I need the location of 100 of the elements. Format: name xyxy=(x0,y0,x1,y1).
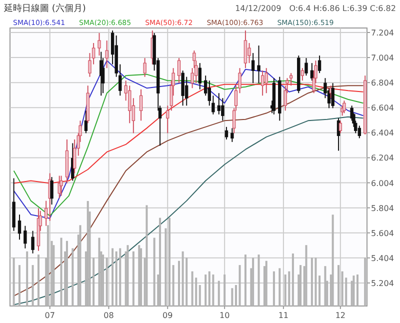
candlestick xyxy=(260,70,264,96)
bar xyxy=(288,271,290,306)
y-tick-label: 6.004 xyxy=(371,178,394,188)
bar xyxy=(79,225,82,306)
bar xyxy=(52,245,55,306)
bar xyxy=(352,276,355,306)
candlestick xyxy=(338,120,342,134)
line-series xyxy=(13,116,364,306)
candlestick xyxy=(143,58,146,78)
candlestick xyxy=(251,52,255,84)
bar xyxy=(244,254,246,306)
bar xyxy=(278,268,281,306)
bar xyxy=(238,265,241,306)
bar xyxy=(12,258,15,306)
bar xyxy=(314,258,317,306)
candlestick xyxy=(310,62,314,82)
candlestick xyxy=(257,45,260,84)
bar xyxy=(284,274,286,306)
bar xyxy=(159,218,162,306)
bar xyxy=(102,254,104,306)
bar xyxy=(191,271,194,306)
bar xyxy=(140,248,142,306)
bar xyxy=(132,251,134,306)
candlestick xyxy=(318,55,322,74)
bar xyxy=(258,254,260,306)
x-tick-label: 11 xyxy=(278,311,289,320)
bar xyxy=(234,285,237,306)
y-tick-label: 7.004 xyxy=(371,54,394,63)
bar xyxy=(338,265,340,306)
candlestick xyxy=(84,110,88,134)
bar xyxy=(126,245,129,306)
y-tick-label: 6.804 xyxy=(371,78,394,88)
candlestick xyxy=(139,88,143,122)
candlestick xyxy=(248,42,251,64)
bar xyxy=(204,274,207,306)
y-tick-label: 6.604 xyxy=(371,104,394,113)
bar xyxy=(224,274,226,306)
bar xyxy=(300,265,302,306)
candlestick xyxy=(217,92,220,115)
bar xyxy=(341,271,344,306)
bar xyxy=(172,265,174,306)
bar xyxy=(198,285,201,306)
bar xyxy=(168,218,171,306)
bar xyxy=(356,274,359,306)
bar xyxy=(310,258,313,306)
bar xyxy=(153,238,156,306)
bar xyxy=(318,276,321,306)
y-tick-label: 6.404 xyxy=(371,128,394,138)
candlestick xyxy=(98,32,101,56)
bar xyxy=(364,258,366,306)
candlestick xyxy=(358,125,362,139)
x-tick-label: 09 xyxy=(162,311,173,320)
candlestick xyxy=(166,105,170,134)
bar xyxy=(86,201,89,306)
text: O:6.4 H:6.86 L:6.39 C:6.82 xyxy=(289,4,396,13)
candlestick xyxy=(264,68,268,94)
candlestick xyxy=(58,175,61,199)
y-tick-label: 5.604 xyxy=(371,228,394,238)
bar xyxy=(212,274,214,306)
candlestick xyxy=(177,58,181,84)
candlestick xyxy=(300,68,304,82)
candlestick xyxy=(50,176,54,206)
candlestick xyxy=(44,200,48,226)
candlestick xyxy=(289,72,293,86)
bar xyxy=(218,280,220,306)
candlestick xyxy=(224,126,228,140)
bar xyxy=(231,288,234,306)
bar xyxy=(182,251,184,306)
candlestick xyxy=(18,214,22,240)
bar xyxy=(208,271,210,306)
y-tick-label: 6.204 xyxy=(371,154,394,163)
candlestick xyxy=(304,58,308,76)
x-tick-label: 07 xyxy=(44,311,55,320)
y-tick-label: 7.204 xyxy=(371,28,394,38)
y-tick-label: 5.204 xyxy=(371,278,394,288)
y-tick-label: 5.804 xyxy=(371,204,394,213)
text: 14/12/2009 xyxy=(235,4,282,13)
candlestick xyxy=(24,225,27,249)
candlestick xyxy=(244,30,248,69)
bar xyxy=(72,248,74,306)
candlestick xyxy=(72,138,76,174)
candlestick xyxy=(331,82,334,109)
candlestick xyxy=(105,40,108,69)
bar xyxy=(146,205,148,306)
text: 延時日線圖 (六個月) xyxy=(3,3,86,14)
bar xyxy=(332,214,334,306)
y-tick-label: 5.404 xyxy=(371,254,394,263)
bar xyxy=(112,248,114,306)
x-tick-label: 10 xyxy=(219,311,230,320)
bar xyxy=(119,248,122,306)
bar xyxy=(138,245,140,306)
bar xyxy=(272,271,275,306)
bar xyxy=(60,238,62,306)
bar xyxy=(305,245,308,306)
bar xyxy=(265,260,268,306)
x-tick-label: 12 xyxy=(335,311,346,320)
bar xyxy=(66,240,68,306)
candlestick xyxy=(198,62,202,90)
bar xyxy=(115,251,118,306)
bar xyxy=(18,265,20,306)
